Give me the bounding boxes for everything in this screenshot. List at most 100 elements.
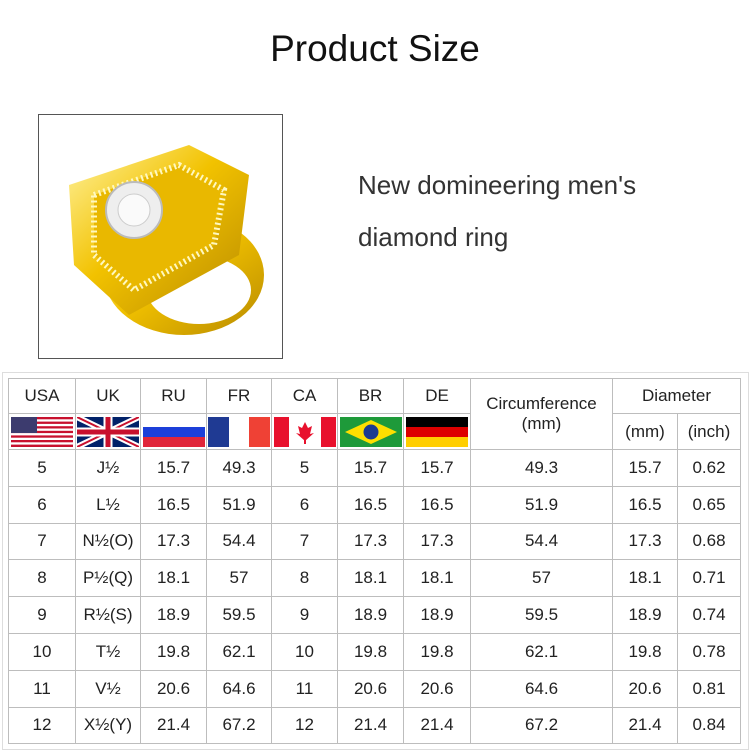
cell-usa: 5	[8, 449, 76, 487]
cell-diameter-inch: 0.62	[677, 449, 741, 487]
table-row: 10 T½ 19.8 62.1 10 19.8 19.8 62.1 19.8 0.78	[8, 632, 741, 671]
circumference-label: Circumference	[486, 394, 597, 413]
cell-usa: 8	[8, 559, 76, 598]
cell-fr: 64.6	[206, 669, 272, 708]
france-flag-icon	[208, 416, 270, 447]
header-br: BR	[337, 378, 404, 414]
cell-diameter-mm: 16.5	[612, 485, 678, 524]
flag-cell-uk	[75, 413, 141, 450]
product-description-line-1: New domineering men's	[358, 170, 637, 200]
cell-diameter-inch: 0.78	[677, 632, 741, 671]
product-image	[38, 114, 283, 359]
cell-ca: 12	[271, 706, 338, 745]
cell-uk: R½(S)	[75, 596, 141, 634]
cell-diameter-mm: 19.8	[612, 632, 678, 671]
cell-circumference: 51.9	[470, 485, 613, 524]
cell-de: 21.4	[403, 706, 471, 745]
cell-fr: 67.2	[206, 706, 272, 745]
cell-de: 15.7	[403, 449, 471, 487]
table-row: 8 P½(Q) 18.1 57 8 18.1 18.1 57 18.1 0.71	[8, 559, 741, 598]
table-row: 5 J½ 15.7 49.3 5 15.7 15.7 49.3 15.7 0.62	[8, 449, 741, 487]
cell-ca: 11	[271, 669, 338, 708]
cell-ru: 19.8	[140, 632, 207, 671]
cell-fr: 59.5	[206, 596, 272, 634]
cell-ca: 6	[271, 485, 338, 524]
circumference-unit: (mm)	[521, 414, 562, 433]
cell-diameter-mm: 21.4	[612, 706, 678, 745]
cell-ru: 20.6	[140, 669, 207, 708]
brazil-flag-icon	[339, 416, 402, 447]
flag-cell-ca	[271, 413, 338, 450]
cell-diameter-inch: 0.68	[677, 522, 741, 561]
header-ru: RU	[140, 378, 207, 414]
cell-circumference: 67.2	[470, 706, 613, 745]
cell-circumference: 62.1	[470, 632, 613, 671]
cell-diameter-mm: 17.3	[612, 522, 678, 561]
cell-ru: 15.7	[140, 449, 207, 487]
cell-circumference: 64.6	[470, 669, 613, 708]
cell-br: 21.4	[337, 706, 404, 745]
cell-de: 18.9	[403, 596, 471, 634]
cell-fr: 62.1	[206, 632, 272, 671]
cell-circumference: 54.4	[470, 522, 613, 561]
cell-ru: 16.5	[140, 485, 207, 524]
cell-br: 19.8	[337, 632, 404, 671]
size-table: USA UK RU FR CA BR DE Circumference (mm)…	[8, 378, 741, 745]
table-row: 6 L½ 16.5 51.9 6 16.5 16.5 51.9 16.5 0.65	[8, 485, 741, 524]
flag-cell-ru	[140, 413, 207, 450]
table-row: 7 N½(O) 17.3 54.4 7 17.3 17.3 54.4 17.3 0.68	[8, 522, 741, 561]
table-row: 11 V½ 20.6 64.6 11 20.6 20.6 64.6 20.6 0.81	[8, 669, 741, 708]
cell-usa: 11	[8, 669, 76, 708]
germany-flag-icon	[406, 416, 468, 447]
table-row: 9 R½(S) 18.9 59.5 9 18.9 18.9 59.5 18.9 0.74	[8, 596, 741, 634]
cell-de: 17.3	[403, 522, 471, 561]
cell-circumference: 57	[470, 559, 613, 598]
table-row: 12 X½(Y) 21.4 67.2 12 21.4 21.4 67.2 21.4 0.84	[8, 706, 741, 745]
header-usa: USA	[8, 378, 76, 414]
cell-diameter-inch: 0.71	[677, 559, 741, 598]
cell-ca: 9	[271, 596, 338, 634]
cell-uk: N½(O)	[75, 522, 141, 561]
page-title: Product Size	[270, 28, 480, 69]
uk-flag-icon	[77, 416, 139, 447]
cell-ca: 10	[271, 632, 338, 671]
header-uk: UK	[75, 378, 141, 414]
cell-circumference: 59.5	[470, 596, 613, 634]
cell-ca: 8	[271, 559, 338, 598]
cell-diameter-mm: 18.1	[612, 559, 678, 598]
header-de: DE	[403, 378, 471, 414]
cell-ru: 18.1	[140, 559, 207, 598]
header-ca: CA	[271, 378, 338, 414]
flag-cell-usa	[8, 413, 76, 450]
cell-br: 15.7	[337, 449, 404, 487]
cell-ru: 18.9	[140, 596, 207, 634]
cell-br: 20.6	[337, 669, 404, 708]
cell-diameter-inch: 0.81	[677, 669, 741, 708]
flag-cell-de	[403, 413, 471, 450]
cell-de: 16.5	[403, 485, 471, 524]
cell-fr: 57	[206, 559, 272, 598]
flag-cell-br	[337, 413, 404, 450]
cell-diameter-mm: 15.7	[612, 449, 678, 487]
cell-de: 20.6	[403, 669, 471, 708]
cell-br: 18.9	[337, 596, 404, 634]
cell-fr: 51.9	[206, 485, 272, 524]
cell-ru: 21.4	[140, 706, 207, 745]
cell-usa: 9	[8, 596, 76, 634]
cell-uk: V½	[75, 669, 141, 708]
cell-br: 18.1	[337, 559, 404, 598]
flag-cell-fr	[206, 413, 272, 450]
cell-fr: 49.3	[206, 449, 272, 487]
cell-diameter-inch: 0.65	[677, 485, 741, 524]
cell-diameter-inch: 0.74	[677, 596, 741, 634]
cell-uk: P½(Q)	[75, 559, 141, 598]
header-diameter-inch: (inch)	[677, 413, 741, 450]
cell-uk: X½(Y)	[75, 706, 141, 745]
cell-de: 19.8	[403, 632, 471, 671]
cell-usa: 12	[8, 706, 76, 745]
cell-diameter-inch: 0.84	[677, 706, 741, 745]
product-description-line-2: diamond ring	[358, 222, 509, 252]
cell-diameter-mm: 20.6	[612, 669, 678, 708]
cell-ru: 17.3	[140, 522, 207, 561]
cell-br: 17.3	[337, 522, 404, 561]
